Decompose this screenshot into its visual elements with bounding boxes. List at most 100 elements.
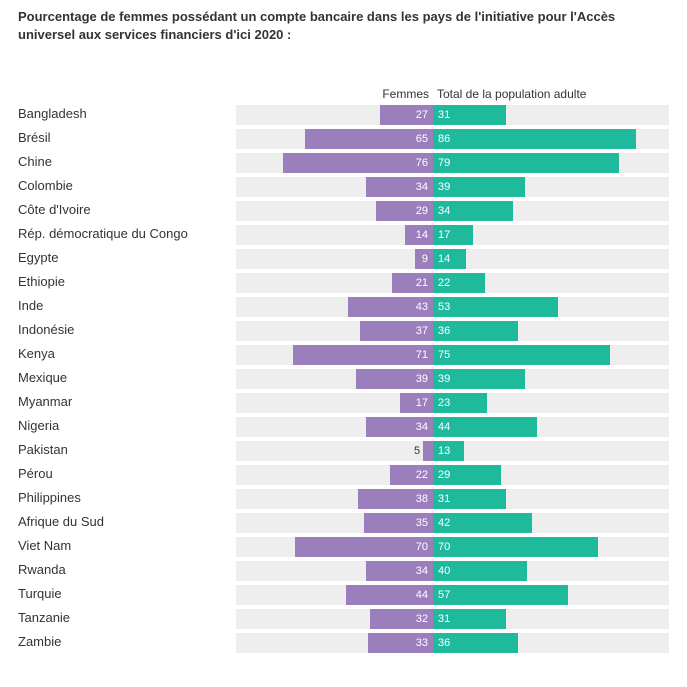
row-label: Afrique du Sud	[18, 513, 236, 533]
bar-total-value: 40	[438, 565, 450, 577]
bar-total-track: 53	[433, 297, 669, 317]
table-row: Brésil 65 86	[18, 129, 669, 149]
bar-total: 86	[433, 129, 636, 149]
bar-femmes-track: 65	[236, 129, 433, 149]
bar-total: 36	[433, 321, 518, 341]
bar-total: 31	[433, 489, 506, 509]
table-row: Egypte914	[18, 249, 669, 269]
table-row: Indonésie3736	[18, 321, 669, 341]
bar-total: 42	[433, 513, 532, 533]
table-row: Viet Nam 70 70	[18, 537, 669, 557]
row-label: Viet Nam	[18, 537, 236, 557]
bar-total-value: 36	[438, 637, 450, 649]
bar-total-track: 31	[433, 105, 669, 125]
bar-femmes: 27	[380, 105, 433, 125]
bar-total: 53	[433, 297, 558, 317]
table-row: Inde 43 53	[18, 297, 669, 317]
bar-femmes: 39	[356, 369, 433, 389]
row-label: Kenya	[18, 345, 236, 365]
bar-total-value: 14	[438, 253, 450, 265]
row-label: Tanzanie	[18, 609, 236, 629]
row-label: Philippines	[18, 489, 236, 509]
bar-femmes-value: 21	[416, 277, 428, 289]
bar-total: 13	[433, 441, 464, 461]
bar-total-track: 86	[433, 129, 669, 149]
bar-femmes-track: 34	[236, 177, 433, 197]
chart-title: Pourcentage de femmes possédant un compt…	[18, 8, 638, 43]
bar-femmes-value: 14	[416, 229, 428, 241]
bar-total-value: 31	[438, 613, 450, 625]
bar-femmes-value: 43	[416, 301, 428, 313]
bar-femmes-value: 27	[416, 109, 428, 121]
bar-femmes-track: 14	[236, 225, 433, 245]
bar-femmes: 34	[366, 561, 433, 581]
row-label: Rép. démocratique du Congo	[18, 225, 236, 245]
bar-total: 14	[433, 249, 466, 269]
bar-femmes: 14	[405, 225, 433, 245]
bar-total-value: 75	[438, 349, 450, 361]
bar-total-value: 70	[438, 541, 450, 553]
header-femmes: Femmes	[236, 87, 433, 101]
bar-total-track: 29	[433, 465, 669, 485]
bar-total-track: 34	[433, 201, 669, 221]
table-row: Bangladesh 27 31	[18, 105, 669, 125]
bar-femmes: 44	[346, 585, 433, 605]
row-label: Pérou	[18, 465, 236, 485]
table-row: Mexique3939	[18, 369, 669, 389]
bar-total-value: 13	[438, 445, 450, 457]
table-row: Pérou2229	[18, 465, 669, 485]
bar-femmes-track: 22	[236, 465, 433, 485]
bar-femmes-value: 76	[416, 157, 428, 169]
bar-total-track: 36	[433, 321, 669, 341]
bar-total-value: 17	[438, 229, 450, 241]
bar-femmes-value: 34	[416, 565, 428, 577]
bar-total-value: 57	[438, 589, 450, 601]
bar-total-track: 75	[433, 345, 669, 365]
bar-femmes-value: 34	[416, 421, 428, 433]
bar-total: 70	[433, 537, 598, 557]
table-row: Tanzanie3231	[18, 609, 669, 629]
bar-total-value: 22	[438, 277, 450, 289]
bar-femmes-value: 5	[414, 441, 423, 461]
bar-femmes-track: 33	[236, 633, 433, 653]
bar-femmes-track: 34	[236, 561, 433, 581]
table-row: Pakistan513	[18, 441, 669, 461]
bar-total-value: 23	[438, 397, 450, 409]
bar-total: 17	[433, 225, 473, 245]
table-row: Ethiopie 21 22	[18, 273, 669, 293]
bar-femmes-track: 34	[236, 417, 433, 437]
row-label: Inde	[18, 297, 236, 317]
row-label: Brésil	[18, 129, 236, 149]
bar-femmes-value: 65	[416, 133, 428, 145]
bar-total-track: 40	[433, 561, 669, 581]
bar-total-value: 34	[438, 205, 450, 217]
bar-femmes-track: 76	[236, 153, 433, 173]
row-label: Ethiopie	[18, 273, 236, 293]
bar-total: 39	[433, 177, 525, 197]
row-label: Nigeria	[18, 417, 236, 437]
table-row: Kenya71 75	[18, 345, 669, 365]
bar-total-value: 31	[438, 493, 450, 505]
bar-total: 40	[433, 561, 527, 581]
bar-femmes: 70	[295, 537, 433, 557]
bar-femmes: 29	[376, 201, 433, 221]
chart-header: Femmes Total de la population adulte	[18, 87, 669, 101]
bar-femmes: 9	[415, 249, 433, 269]
header-total: Total de la population adulte	[433, 87, 669, 101]
row-label: Indonésie	[18, 321, 236, 341]
bar-femmes-track: 17	[236, 393, 433, 413]
table-row: Rwanda3440	[18, 561, 669, 581]
bar-total-value: 86	[438, 133, 450, 145]
bar-femmes: 38	[358, 489, 433, 509]
row-label: Bangladesh	[18, 105, 236, 125]
bar-femmes-value: 70	[416, 541, 428, 553]
table-row: Myanmar1723	[18, 393, 669, 413]
bar-total-track: 39	[433, 177, 669, 197]
bar-femmes: 34	[366, 177, 433, 197]
bar-total: 22	[433, 273, 485, 293]
bar-total-value: 39	[438, 373, 450, 385]
bar-femmes: 17	[400, 393, 433, 413]
bar-femmes: 76	[283, 153, 433, 173]
bar-femmes-value: 35	[416, 517, 428, 529]
bar-femmes-track: 71	[236, 345, 433, 365]
